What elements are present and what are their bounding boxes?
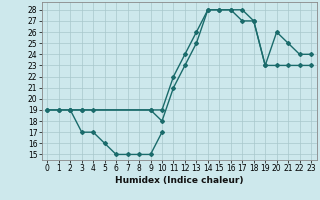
X-axis label: Humidex (Indice chaleur): Humidex (Indice chaleur) [115,176,244,185]
